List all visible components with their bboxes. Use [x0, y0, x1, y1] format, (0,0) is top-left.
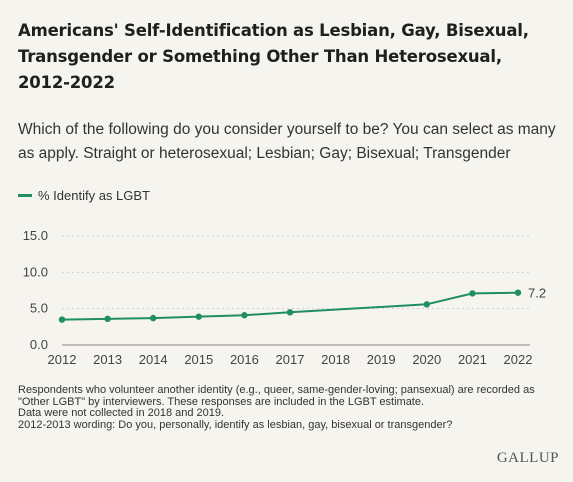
data-point	[423, 301, 430, 308]
data-point	[195, 313, 202, 320]
data-point	[58, 316, 66, 323]
y-tick-label: 0.0	[30, 337, 48, 352]
y-tick-label: 5.0	[30, 301, 48, 316]
x-tick-label: 2019	[367, 352, 396, 367]
data-point	[150, 314, 157, 322]
x-tick-label: 2013	[93, 352, 122, 367]
x-tick-label: 2022	[504, 352, 533, 367]
chart-subtitle: Which of the following do you consider y…	[18, 121, 556, 162]
gallup-logo: GALLUP	[496, 450, 559, 466]
note-line: 2012-2013 wording: Do you, personally, i…	[18, 418, 453, 431]
note-line: Respondents who volunteer another identi…	[18, 384, 535, 408]
end-value-label: 7.2	[528, 286, 546, 301]
data-point	[469, 290, 476, 297]
x-tick-label: 2020	[412, 352, 441, 367]
y-tick-label: 10.0	[23, 264, 48, 279]
data-point	[241, 312, 248, 319]
x-tick-label: 2021	[458, 352, 487, 367]
data-point	[104, 315, 111, 323]
data-point	[514, 289, 522, 296]
legend-label: % Identify as LGBT	[38, 188, 150, 203]
legend: % Identify as LGBT	[18, 188, 150, 203]
series-line	[61, 291, 519, 321]
chart-title: Americans' Self-Identification as Lesbia…	[18, 21, 529, 92]
x-tick-label: 2017	[276, 352, 305, 367]
x-tick-label: 2018	[321, 352, 350, 367]
data-point	[286, 309, 294, 316]
x-tick-label: 2015	[184, 352, 213, 367]
chart-notes: Respondents who volunteer another identi…	[18, 384, 558, 431]
note-line: Data were not collected in 2018 and 2019…	[18, 407, 225, 419]
legend-swatch	[18, 194, 32, 197]
x-tick-label: 2014	[139, 352, 168, 367]
x-tick-label: 2016	[230, 352, 259, 367]
x-tick-label: 2012	[48, 352, 77, 367]
y-tick-label: 15.0	[23, 228, 48, 243]
